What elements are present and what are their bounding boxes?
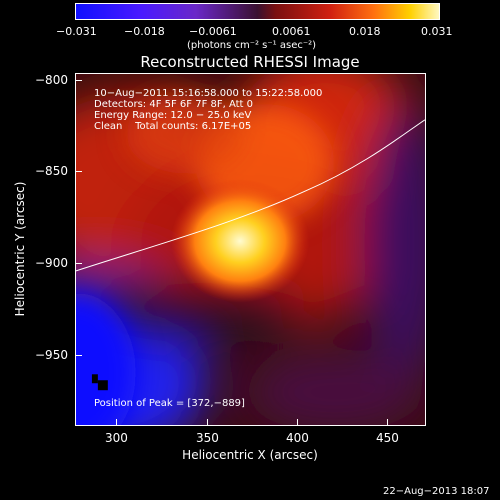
y-tick-label: −950 [35, 348, 68, 362]
x-tick-mark [387, 419, 388, 425]
rhessi-image [76, 74, 425, 425]
y-tick-mark [76, 80, 82, 81]
footer-timestamp: 22−Aug−2013 18:07 [383, 486, 490, 497]
y-tick-mark [76, 171, 82, 172]
info-clean-counts: Clean Total counts: 6.17E+05 [94, 121, 252, 132]
x-tick-label: 350 [196, 431, 219, 445]
colorbar [75, 3, 440, 20]
y-tick-label: −900 [35, 256, 68, 270]
x-tick-label: 450 [376, 431, 399, 445]
info-energy-range: Energy Range: 12.0 − 25.0 keV [94, 110, 252, 121]
y-tick-mark [76, 355, 82, 356]
y-axis-title: Heliocentric Y (arcsec) [13, 181, 27, 317]
colorbar-tick-4: 0.0061 [272, 25, 311, 38]
x-axis-title-text: Heliocentric X (arcsec) [182, 448, 318, 462]
info-time-range: 10−Aug−2011 15:16:58.000 to 15:22:58.000 [94, 88, 323, 99]
y-tick-label: −850 [35, 164, 68, 178]
y-tick-mark [76, 263, 82, 264]
colorbar-tick-1: −0.031 [56, 25, 97, 38]
x-tick-mark [116, 419, 117, 425]
colorbar-tick-3: −0.0061 [189, 25, 237, 38]
peak-position-label: Position of Peak = [372,−889] [94, 398, 245, 409]
colorbar-tick-2: −0.018 [124, 25, 165, 38]
plot-frame [75, 73, 426, 426]
colorbar-units-label: (photons cm⁻² s⁻¹ asec⁻²) [187, 40, 317, 51]
x-tick-label: 300 [105, 431, 128, 445]
x-axis-title: Heliocentric X (arcsec) [0, 448, 500, 462]
y-tick-label: −800 [35, 73, 68, 87]
x-tick-label: 400 [286, 431, 309, 445]
x-tick-mark [207, 419, 208, 425]
x-tick-mark [297, 419, 298, 425]
colorbar-tick-6: 0.031 [421, 25, 453, 38]
info-detectors: Detectors: 4F 5F 6F 7F 8F, Att 0 [94, 99, 254, 110]
plot-title: Reconstructed RHESSI Image [140, 53, 360, 71]
colorbar-tick-5: 0.018 [349, 25, 381, 38]
